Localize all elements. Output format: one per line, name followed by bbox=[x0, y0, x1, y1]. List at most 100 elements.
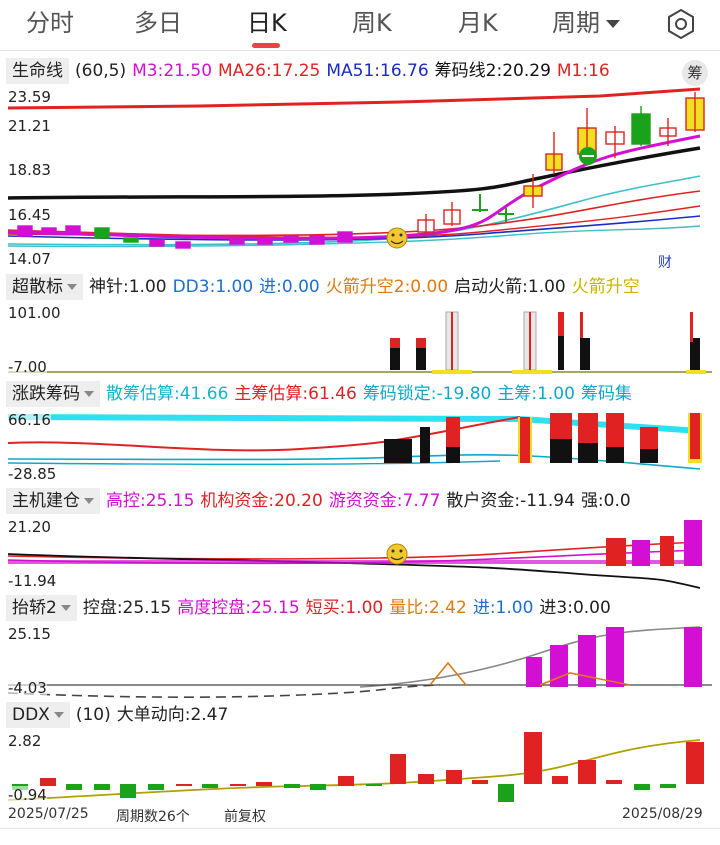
indicator-5-chart bbox=[7, 626, 712, 698]
divider bbox=[0, 828, 720, 829]
indicator-6-name: DDX bbox=[12, 705, 50, 725]
y-label: 21.20 bbox=[8, 518, 51, 536]
indicator-3-panel[interactable]: 66.16 -28.85 bbox=[0, 409, 720, 485]
indicator-4-selector[interactable]: 主机建仓 bbox=[6, 488, 100, 514]
upper-red-line bbox=[7, 87, 701, 110]
indicator-2-panel[interactable]: 101.00 -7.00 bbox=[0, 302, 720, 378]
tab-multi-day[interactable]: 多日 bbox=[134, 9, 182, 37]
ind4-value: 机构资金:20.20 bbox=[200, 491, 323, 511]
ddx-chart bbox=[7, 732, 704, 802]
main-value-m1: M1:16 bbox=[556, 61, 610, 81]
y-label: 101.00 bbox=[8, 304, 61, 322]
y-label: -28.85 bbox=[8, 465, 57, 483]
indicator-5-name: 抬轿2 bbox=[12, 598, 57, 618]
start-date: 2025/07/25 bbox=[8, 806, 89, 822]
ind3-value: 筹码集 bbox=[580, 384, 632, 404]
y-label: 18.83 bbox=[8, 161, 51, 179]
ddx-panel[interactable]: 2.82 -0.94 bbox=[0, 730, 720, 806]
ind3-value: 主筹:1.00 bbox=[497, 384, 575, 404]
kline-chart bbox=[7, 87, 705, 249]
tab-weekly-k[interactable]: 周K bbox=[352, 9, 392, 37]
tab-intraday[interactable]: 分时 bbox=[26, 9, 74, 37]
ind5-value: 短买:1.00 bbox=[305, 598, 384, 618]
indicator-5-selector[interactable]: 抬轿2 bbox=[6, 595, 77, 621]
ind5-value: 高度控盘:25.15 bbox=[177, 598, 300, 618]
ind6-params: (10) bbox=[75, 705, 111, 725]
ddx-bars bbox=[12, 732, 704, 802]
control-bars bbox=[526, 627, 702, 687]
indicator-5-panel[interactable]: 25.15 -4.03 bbox=[0, 623, 720, 699]
ind5-value: 量比:2.42 bbox=[389, 598, 467, 618]
chip-bars bbox=[384, 413, 702, 463]
main-kline-panel[interactable]: 23.59 21.21 18.83 16.45 14.07 bbox=[0, 86, 720, 272]
y-label: -0.94 bbox=[8, 786, 47, 804]
period-count: 周期数26个 bbox=[116, 809, 190, 825]
chevron-down-icon bbox=[84, 498, 94, 504]
y-label: 21.21 bbox=[8, 117, 51, 135]
main-value-ma26: MA26:17.25 bbox=[218, 61, 321, 81]
indicator-row-3: 涨跌筹码 散筹估算:41.66 主筹估算:61.46 筹码锁定:-19.80 主筹:1.… bbox=[0, 379, 720, 409]
tab-period-label: 周期 bbox=[552, 9, 600, 37]
y-label: -7.00 bbox=[8, 358, 47, 376]
red-ma-line-2 bbox=[7, 205, 701, 239]
main-indicator-name: 生命线 bbox=[12, 61, 63, 81]
indicator-2-selector[interactable]: 超散标 bbox=[6, 274, 83, 300]
indicator-6-selector[interactable]: DDX bbox=[6, 702, 70, 728]
chip-distribution-button[interactable]: 筹 bbox=[682, 60, 708, 86]
ind6-value: 大单动向:2.47 bbox=[116, 705, 229, 725]
end-date: 2025/08/29 bbox=[622, 806, 703, 822]
ind5-value: 控盘:25.15 bbox=[82, 598, 172, 618]
smiley-icon bbox=[386, 543, 408, 565]
period-tab-bar: 分时 多日 日K 周K 月K 周期 bbox=[0, 0, 720, 50]
tab-period-dropdown[interactable]: 周期 bbox=[552, 6, 620, 40]
green-hand-icon bbox=[579, 147, 597, 165]
y-label: 66.16 bbox=[8, 411, 51, 429]
adjust-mode[interactable]: 前复权 bbox=[224, 809, 266, 825]
ind4-value: 散户资金:-11.94 bbox=[446, 491, 575, 511]
signal-bars bbox=[390, 311, 706, 374]
indicator-3-chart bbox=[7, 413, 702, 470]
tab-daily-k[interactable]: 日K bbox=[247, 9, 287, 37]
ind4-value: 高控:25.15 bbox=[106, 491, 195, 511]
y-label: -4.03 bbox=[8, 679, 47, 697]
indicator-row-6: DDX (10) 大单动向:2.47 bbox=[0, 700, 720, 730]
tab-monthly-k[interactable]: 月K bbox=[458, 9, 498, 37]
finance-badge[interactable]: 财 bbox=[658, 255, 672, 271]
indicator-2-chart bbox=[8, 311, 712, 374]
magenta-m3-line bbox=[7, 134, 701, 241]
indicator-row-2: 超散标 神针:1.00 DD3:1.00 进:0.00 火箭升空2:0.00 启动火箭:1… bbox=[0, 272, 720, 302]
main-value-chip-line: 筹码线2:20.29 bbox=[434, 61, 551, 81]
chevron-down-icon bbox=[606, 20, 620, 28]
blue-ma-line bbox=[7, 215, 701, 241]
indicator-2-name: 超散标 bbox=[12, 277, 63, 297]
ind5-value: 进3:0.00 bbox=[539, 598, 611, 618]
indicator-4-name: 主机建仓 bbox=[12, 491, 80, 511]
chart-footer: 2025/07/25 周期数26个 前复权 2025/08/29 bbox=[0, 806, 720, 828]
chip-line bbox=[7, 146, 701, 200]
chevron-down-icon bbox=[67, 284, 77, 290]
divider bbox=[0, 50, 720, 51]
ind2-value: 神针:1.00 bbox=[89, 277, 167, 297]
y-label: 14.07 bbox=[8, 250, 51, 268]
ind2-value: 进:0.00 bbox=[259, 277, 320, 297]
active-tab-indicator bbox=[252, 43, 280, 48]
main-indicator-params: (60,5) bbox=[75, 61, 127, 81]
chevron-down-icon bbox=[60, 605, 71, 611]
indicator-4-panel[interactable]: 21.20 -11.94 bbox=[0, 516, 720, 592]
candles bbox=[17, 92, 705, 249]
chevron-down-icon bbox=[84, 391, 94, 397]
main-indicator-selector[interactable]: 生命线 bbox=[6, 58, 69, 84]
ind3-value: 筹码锁定:-19.80 bbox=[362, 384, 492, 404]
chevron-down-icon bbox=[53, 712, 64, 718]
y-label: 2.82 bbox=[8, 732, 42, 750]
ind4-value: 强:0.0 bbox=[580, 491, 631, 511]
ind5-value: 进:1.00 bbox=[472, 598, 534, 618]
ind3-value: 散筹估算:41.66 bbox=[106, 384, 229, 404]
main-value-m3: M3:21.50 bbox=[132, 61, 213, 81]
settings-hexagon-icon[interactable] bbox=[664, 7, 698, 41]
smiley-icon bbox=[386, 227, 408, 249]
indicator-3-selector[interactable]: 涨跌筹码 bbox=[6, 381, 100, 407]
ind2-value: 启动火箭:1.00 bbox=[454, 277, 566, 297]
y-label: 25.15 bbox=[8, 625, 51, 643]
y-label: -11.94 bbox=[8, 572, 57, 590]
